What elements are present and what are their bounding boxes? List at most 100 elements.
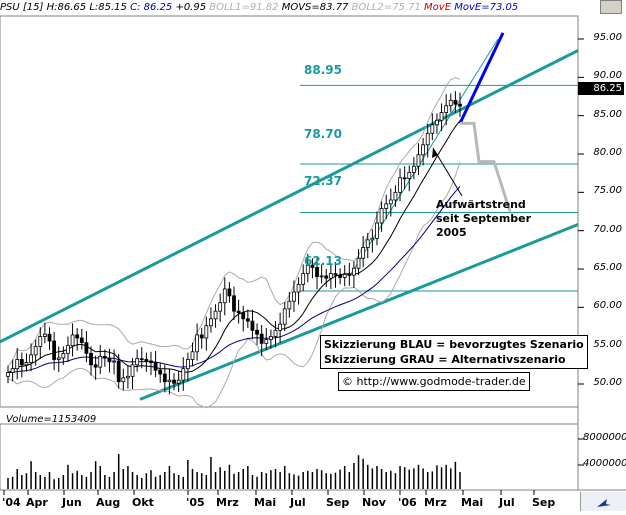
candle-body <box>398 177 402 193</box>
bollinger-upper-band <box>7 77 461 367</box>
corner-tool-button[interactable] <box>580 492 626 511</box>
candle-body <box>181 368 186 381</box>
chart-header: PSU [15] H:86.65 L:85.15 C: 86.25 +0.95 … <box>0 0 626 16</box>
y-tick-label: 70.00 <box>593 223 622 235</box>
candle-body <box>98 355 103 368</box>
candle-body <box>356 257 361 269</box>
x-tick-label: Jun <box>62 496 82 509</box>
movs-value: MOVS=83.77 <box>281 2 349 13</box>
candle-body <box>227 288 232 297</box>
y-tick-label: 85.00 <box>593 108 622 120</box>
boll2-value: BOLL2=75.71 <box>351 2 421 13</box>
x-tick-label: '06 <box>398 496 417 509</box>
level-label-62-13: 62.13 <box>304 254 342 268</box>
candle-body <box>430 124 435 134</box>
x-tick-label: Aug <box>96 496 121 509</box>
copyright-text: © http://www.godmode-trader.de <box>342 375 526 388</box>
candle-body <box>287 300 292 310</box>
candle-body <box>213 310 218 320</box>
candle-body <box>70 334 75 347</box>
candle-body <box>361 247 366 259</box>
candle-body <box>107 357 112 363</box>
candle-body <box>33 346 38 356</box>
candle-body <box>116 360 121 383</box>
candle-body <box>47 333 52 342</box>
candle-body <box>61 352 66 359</box>
candle-body <box>347 273 352 276</box>
x-tick-label: Mai <box>254 496 277 509</box>
change-value: +0.95 <box>175 2 207 13</box>
level-label-78-70: 78.70 <box>304 127 342 141</box>
candle-body <box>255 329 259 335</box>
candle-body <box>416 154 421 167</box>
volume-label: Volume=1153409 <box>6 414 97 425</box>
candle-body <box>278 323 283 331</box>
candle-body <box>139 358 144 361</box>
window-button[interactable] <box>600 0 622 14</box>
candle-body <box>365 239 370 248</box>
y-tick-label: 75.00 <box>593 185 622 197</box>
y-tick-label: 65.00 <box>593 262 622 273</box>
candle-body <box>393 191 398 201</box>
candle-body <box>458 103 462 107</box>
candle-body <box>10 368 15 373</box>
volume-tick-label: 8000000 <box>583 432 626 443</box>
x-tick-label: '05 <box>186 496 205 509</box>
candle-body <box>439 112 444 121</box>
candle-body <box>301 273 306 285</box>
candle-body <box>328 273 333 279</box>
candle-body <box>222 288 227 304</box>
annotation-pointer <box>432 147 463 197</box>
candle-body <box>56 357 61 360</box>
candle-body <box>75 334 80 339</box>
trend-line-2: seit September <box>436 212 532 225</box>
candle-body <box>29 354 33 363</box>
candle-body <box>204 325 209 339</box>
trend-support-thin <box>348 38 499 277</box>
scenario-legend: Skizzierung BLAU = bevorzugtes Szenario … <box>320 335 588 369</box>
y-tick-label: 60.00 <box>593 300 622 312</box>
candle-body <box>89 352 93 366</box>
volume-tick-label: 4000000 <box>583 458 626 469</box>
boll1-value: BOLL1=91.82 <box>209 2 279 13</box>
candle-body <box>259 333 264 344</box>
candle-body <box>6 372 10 377</box>
moving-average-exponential <box>7 186 461 373</box>
close-value: C: 86.25 <box>130 2 173 13</box>
candle-body <box>102 355 107 359</box>
candle-body <box>167 379 172 383</box>
candle-body <box>126 375 130 379</box>
candle-body <box>79 337 84 343</box>
low-value: L:85.15 <box>89 2 127 13</box>
candle-body <box>435 119 439 126</box>
candle-body <box>236 310 241 314</box>
candle-body <box>42 333 47 337</box>
candle-body <box>190 351 195 360</box>
candle-body <box>310 264 315 268</box>
candle-body <box>268 336 273 340</box>
candle-body <box>296 283 301 293</box>
trend-channel-upper <box>0 49 579 344</box>
candle-body <box>176 379 181 384</box>
candle-body <box>324 275 329 279</box>
candle-body <box>315 267 319 278</box>
trend-line-1: Aufwärtstrend <box>436 198 526 211</box>
candle-body <box>112 360 116 363</box>
candle-body <box>388 199 393 205</box>
symbol-label: PSU [15] <box>0 2 44 13</box>
candle-body <box>209 318 213 327</box>
x-tick-label: Nov <box>362 496 386 509</box>
candle-body <box>305 264 310 274</box>
candle-body <box>370 237 375 241</box>
x-tick-label: Okt <box>132 496 154 509</box>
candle-body <box>66 345 70 354</box>
candle-body <box>402 177 407 180</box>
candle-body <box>273 329 278 337</box>
scenario-blue-text: Skizzierung BLAU = bevorzugtes Szenario <box>324 338 584 351</box>
candle-body <box>195 334 200 353</box>
y-tick-label: 90.00 <box>593 70 622 82</box>
x-tick-label: Jul <box>499 496 515 509</box>
y-tick-label: 50.00 <box>593 377 622 388</box>
candle-body <box>15 359 20 370</box>
candle-body <box>52 340 57 360</box>
